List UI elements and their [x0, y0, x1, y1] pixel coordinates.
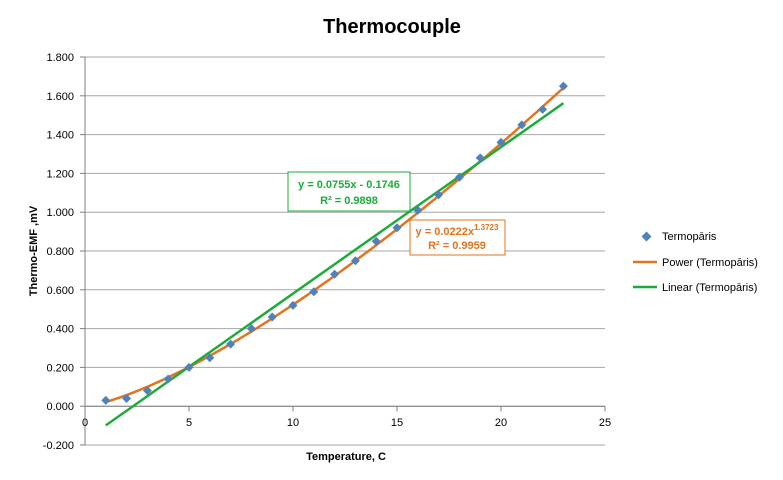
legend-label-data: Termopāris: [662, 231, 717, 243]
diamond-icon: [641, 231, 652, 242]
y-tick-label: 1.200: [46, 168, 74, 180]
data-point: [413, 205, 423, 215]
y-tick-label: 1.400: [46, 130, 74, 142]
data-point: [330, 269, 340, 279]
legend-item-data: Termopāris: [641, 231, 717, 243]
data-point: [434, 190, 444, 200]
y-tick-label: 0.800: [46, 246, 74, 258]
x-tick-label: 25: [599, 417, 611, 429]
data-point: [142, 386, 152, 396]
legend: Termopāris Power (Termopāris) Linear (Te…: [633, 231, 758, 294]
power-equation-exponent: 1.3723: [474, 223, 499, 232]
data-point: [475, 153, 485, 163]
legend-label-power: Power (Termopāris): [662, 257, 758, 269]
data-point: [205, 353, 215, 363]
data-point: [122, 393, 132, 403]
data-point: [517, 120, 527, 130]
y-tick-label: -0.200: [43, 440, 74, 452]
data-points: [101, 81, 568, 405]
x-tick-label: 10: [287, 417, 299, 429]
data-point: [288, 300, 298, 310]
axes: [80, 56, 606, 446]
data-point: [496, 137, 506, 147]
power-equation-box: y = 0.0222x1.3723 R² = 0.9959: [409, 219, 506, 256]
linear-equation: y = 0.0755x - 0.1746: [298, 179, 400, 191]
data-point: [246, 324, 256, 334]
power-equation-base: y = 0.0222x: [416, 226, 475, 238]
data-point: [538, 104, 548, 114]
y-tick-label: 1.000: [46, 207, 74, 219]
x-tick-label: 20: [495, 417, 507, 429]
linear-trendline: [105, 102, 565, 427]
y-tick-label: 0.400: [46, 324, 74, 336]
y-tick-label: 0.000: [46, 401, 74, 413]
linear-r2: R² = 0.9898: [320, 195, 378, 207]
power-equation: y = 0.0222x1.3723: [416, 223, 499, 238]
data-point: [392, 223, 402, 233]
data-point: [226, 339, 236, 349]
data-point: [350, 256, 360, 266]
x-tick-label: 0: [82, 417, 88, 429]
y-axis-title: Thermo-EMF ,mV: [28, 205, 40, 296]
legend-item-power: Power (Termopāris): [633, 257, 758, 269]
data-point: [184, 362, 194, 372]
y-tick-label: 1.800: [46, 52, 74, 64]
legend-label-linear: Linear (Termopāris): [662, 282, 757, 294]
data-point: [267, 312, 277, 322]
x-tick-label: 15: [391, 417, 403, 429]
y-tick-label: 0.200: [46, 362, 74, 374]
x-tick-label: 5: [186, 417, 192, 429]
y-tick-label: 0.600: [46, 285, 74, 297]
data-point: [558, 81, 568, 91]
legend-item-linear: Linear (Termopāris): [633, 282, 757, 294]
data-point: [309, 287, 319, 297]
x-tick-labels: 0 5 10 15 20 25: [82, 417, 611, 429]
data-point: [163, 374, 173, 384]
data-point: [454, 172, 464, 182]
linear-equation-box: y = 0.0755x - 0.1746 R² = 0.9898: [287, 171, 411, 212]
y-tick-label: 1.600: [46, 91, 74, 103]
data-point: [101, 395, 111, 405]
power-r2: R² = 0.9959: [428, 240, 486, 252]
chart-title: Thermocouple: [323, 16, 461, 38]
data-point: [371, 236, 381, 246]
x-axis-title: Temperature, C: [306, 451, 386, 463]
y-tick-labels: -0.200 0.000 0.200 0.400 0.600 0.800 1.000 1.20…: [43, 52, 74, 452]
